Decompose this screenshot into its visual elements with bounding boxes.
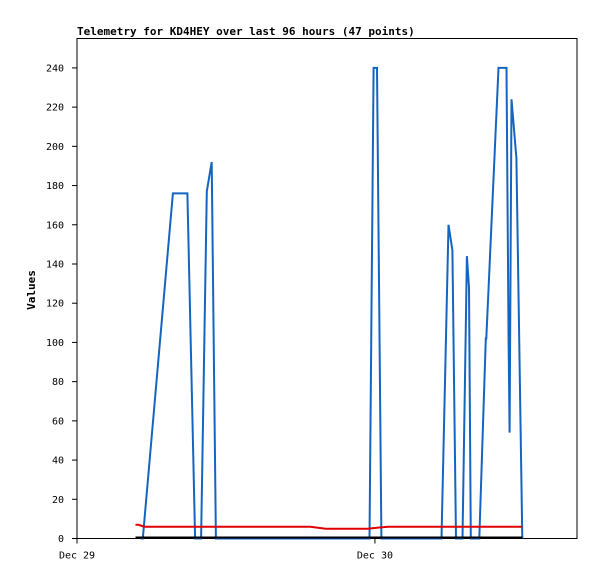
y-tick-label: 40 [52, 456, 64, 467]
series-layer [135, 66, 524, 540]
plot-area [76, 38, 578, 539]
chart-title: Telemetry for KD4HEY over last 96 hours … [77, 25, 415, 38]
y-tick-label: 180 [46, 181, 64, 192]
y-axis: 0 20 40 60 80 100 120 140 160 180 200 220 240 [46, 63, 77, 545]
x-axis: Dec 29 Dec 30 [59, 538, 393, 562]
y-tick-label: 0 [58, 534, 64, 545]
y-tick-label: 80 [52, 377, 64, 388]
y-axis-label: Values [25, 270, 38, 310]
x-tick-label: Dec 30 [357, 551, 393, 562]
y-tick-label: 120 [46, 299, 64, 310]
y-tick-label: 60 [52, 416, 64, 427]
series-line-1 [135, 523, 523, 530]
y-tick-label: 140 [46, 259, 64, 270]
y-tick-label: 200 [46, 142, 64, 153]
y-tick-label: 20 [52, 495, 64, 506]
y-tick-label: 160 [46, 220, 64, 231]
y-tick-label: 240 [46, 63, 64, 74]
plot-border [76, 38, 578, 539]
series-line-0 [140, 66, 524, 540]
x-tick-label: Dec 29 [59, 551, 95, 562]
y-tick-label: 220 [46, 103, 64, 114]
y-tick-label: 100 [46, 338, 64, 349]
